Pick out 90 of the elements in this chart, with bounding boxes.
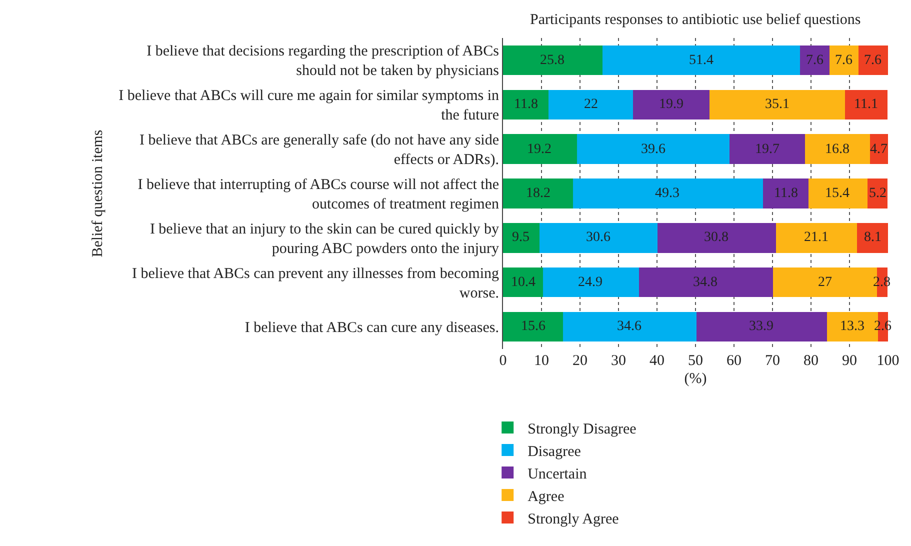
bar [540, 223, 658, 253]
bar [503, 134, 577, 164]
data-label: 49.3 [655, 186, 680, 201]
data-label: 5.2 [869, 186, 886, 201]
bar [657, 223, 776, 253]
data-label: 34.8 [693, 275, 718, 290]
data-label: 35.1 [765, 97, 790, 112]
x-tick-label: 90 [842, 353, 857, 369]
data-label: 13.3 [840, 319, 864, 334]
data-label: 21.1 [804, 230, 828, 245]
bar [548, 90, 634, 120]
bar [729, 134, 806, 164]
bar [858, 45, 888, 76]
data-label: 30.6 [586, 230, 610, 245]
data-label: 24.9 [578, 275, 602, 290]
x-tick-label: 40 [650, 353, 664, 369]
chart-title: Participants responses to antibiotic use belief questions [530, 12, 861, 28]
bar [543, 267, 639, 298]
data-label: 11.8 [774, 186, 798, 201]
data-label: 19.2 [527, 142, 552, 157]
x-tick-label: 100 [876, 353, 900, 369]
data-label: 33.9 [749, 319, 774, 334]
bar [870, 134, 888, 164]
data-label: 11.8 [514, 97, 538, 112]
bar [503, 312, 564, 342]
bar [503, 178, 574, 208]
data-label: 30.8 [704, 230, 728, 245]
y-tick-label: I believe that ABCs are generally safe (do not have any side effects or ADRs). [140, 132, 500, 168]
y-tick-label: I believe that ABCs can cure any diseases. [244, 320, 499, 336]
data-label: 19.9 [659, 97, 684, 112]
data-label: 7.6 [864, 53, 882, 68]
legend-label: Disagree [528, 444, 582, 460]
bar [868, 178, 888, 208]
data-label: 25.8 [540, 53, 564, 68]
y-tick-label: I believe that decisions regarding the prescription of ABCs should not be taken by physicians [146, 44, 500, 80]
y-tick-label: I believe that an injury to the skin can be cured quickly by pouring ABC powders onto the injury [150, 221, 500, 257]
data-label: 39.6 [641, 142, 666, 157]
x-tick-label: 10 [534, 353, 549, 369]
bar [503, 223, 540, 253]
bar [573, 178, 763, 208]
bar [805, 134, 870, 164]
data-label: 7.6 [835, 53, 852, 68]
x-tick-label: 60 [726, 353, 742, 369]
data-label: 11.1 [854, 97, 878, 112]
x-tick-label: 20 [572, 353, 588, 369]
data-label: 9.5 [512, 230, 530, 245]
bar [829, 45, 859, 76]
data-label: 4.7 [870, 142, 888, 157]
y-axis-title: Belief question items [90, 130, 106, 258]
legend-label: Uncertain [528, 466, 588, 482]
x-tick-label: 80 [804, 353, 818, 369]
bar [503, 45, 602, 76]
bar [710, 90, 845, 120]
bar [576, 134, 730, 164]
bar [808, 178, 868, 208]
bar [762, 178, 808, 208]
data-label: 16.8 [825, 142, 850, 157]
bar [602, 45, 800, 76]
data-label: 8.1 [864, 230, 882, 245]
bar [776, 223, 858, 253]
data-label: 19.7 [755, 142, 780, 157]
x-tick-label: 70 [765, 353, 780, 369]
y-tick-label: I believe that ABCs will cure me again for similar symptoms in the future [118, 88, 500, 124]
bar [633, 90, 710, 120]
x-tick-label: 50 [688, 353, 703, 369]
data-label: 22 [584, 97, 598, 112]
y-tick-label: I believe that interrupting of ABCs course will not affect the outcomes of treatment regimen [138, 177, 500, 212]
data-label: 15.4 [825, 186, 850, 201]
bar [696, 312, 827, 342]
bar [638, 267, 773, 298]
data-label: 15.6 [521, 319, 546, 334]
data-label: 27 [818, 275, 832, 290]
legend-label: Strongly Disagree [528, 421, 637, 438]
legend-label: Agree [528, 488, 565, 505]
legend-label: Strongly Agree [528, 511, 620, 528]
bar [503, 90, 548, 120]
data-label: 7.6 [806, 53, 824, 68]
x-axis-title: (%) [684, 371, 707, 387]
bar [844, 90, 888, 120]
data-label: 18.2 [526, 186, 550, 201]
data-label: 10.4 [511, 275, 536, 290]
bar [857, 223, 888, 253]
data-label: 51.4 [689, 53, 714, 68]
bar [503, 267, 544, 298]
data-label: 34.6 [617, 319, 642, 334]
y-tick-label: I believe that ABCs can prevent any illnesses from becoming worse. [132, 266, 500, 302]
x-tick-label: 0 [499, 353, 507, 369]
bar [563, 312, 696, 342]
x-tick-label: 30 [611, 353, 626, 369]
bar [800, 45, 830, 76]
